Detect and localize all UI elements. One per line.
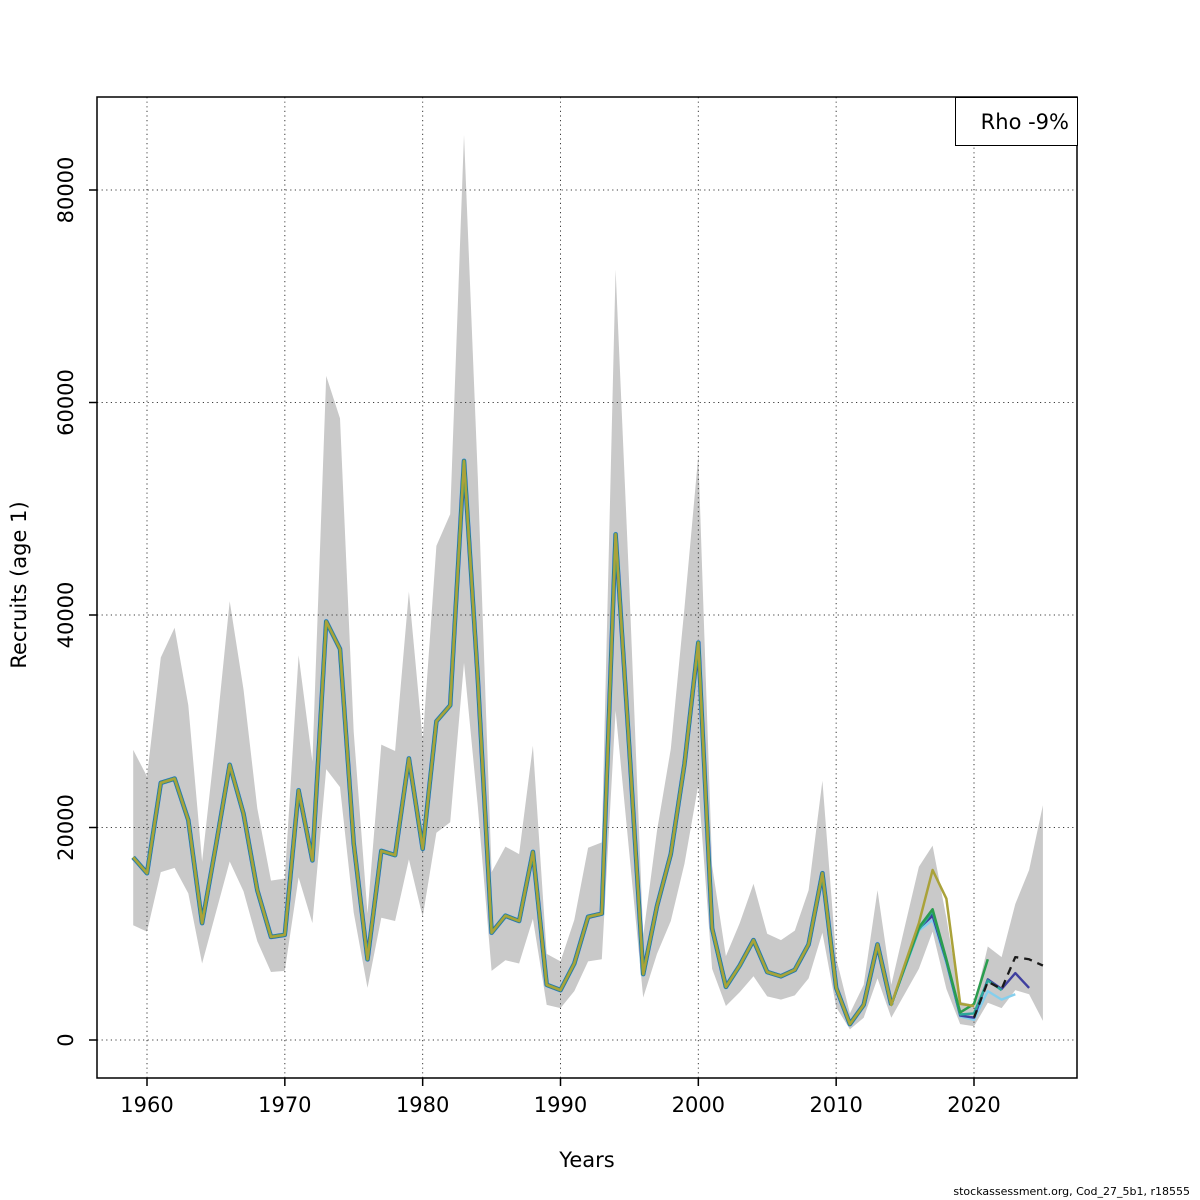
svg-text:1970: 1970 xyxy=(258,1093,311,1117)
svg-text:80000: 80000 xyxy=(54,157,78,224)
legend-rho-label: Rho -9% xyxy=(980,109,1069,134)
svg-text:2010: 2010 xyxy=(809,1093,862,1117)
svg-text:0: 0 xyxy=(54,1033,78,1046)
y-axis-title: Recruits (age 1) xyxy=(7,501,31,669)
legend-box: Rho -9% xyxy=(955,97,1078,146)
svg-text:1990: 1990 xyxy=(534,1093,587,1117)
footer-credit: stockassessment.org, Cod_27_5b1, r18555 xyxy=(953,1185,1190,1198)
svg-text:20000: 20000 xyxy=(54,794,78,861)
svg-text:2020: 2020 xyxy=(947,1093,1000,1117)
svg-text:2000: 2000 xyxy=(672,1093,725,1117)
svg-text:60000: 60000 xyxy=(54,369,78,436)
svg-text:1980: 1980 xyxy=(396,1093,449,1117)
svg-text:40000: 40000 xyxy=(54,582,78,649)
svg-text:1960: 1960 xyxy=(120,1093,173,1117)
x-axis-title: Years xyxy=(559,1148,615,1172)
